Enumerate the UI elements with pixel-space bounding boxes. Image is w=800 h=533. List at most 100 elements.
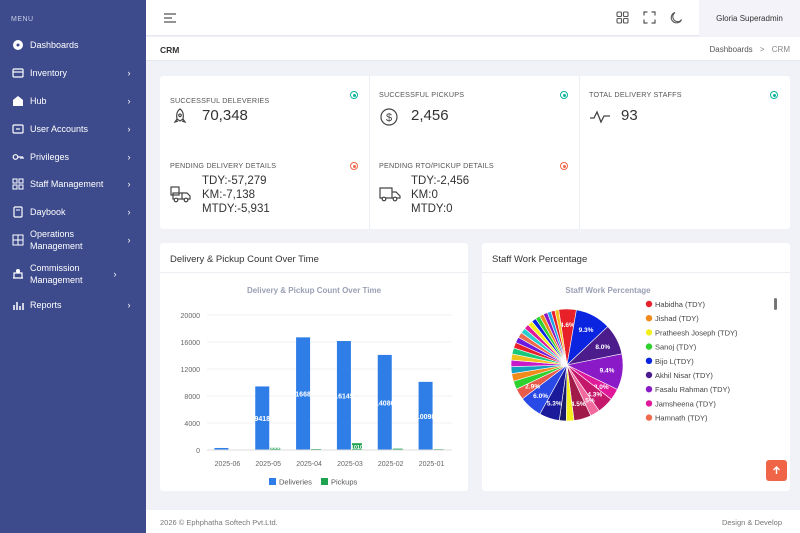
deliveries-bar[interactable] [214,447,229,450]
pie-slice-label: 4.6% [560,322,575,329]
successful-pickups-value: 2,456 [411,107,449,124]
commission-icon [12,268,24,280]
legend-label[interactable]: Jamsheena (TDY) [655,399,716,408]
x-tick-label: 2025-06 [215,461,241,468]
truck-icon [379,187,401,202]
delivery-truck-boxes-icon [170,186,191,203]
sidebar-item-hub[interactable]: Hub › [0,88,146,114]
svg-text:$: $ [386,112,392,124]
dark-mode-moon-icon[interactable] [670,11,683,24]
chevron-right-icon: › [127,207,131,217]
staff-work-card-title: Staff Work Percentage [482,243,790,273]
dollar-coin-icon: $ [380,108,398,126]
bar-data-label: 16145 [334,394,354,401]
key-icon [12,151,24,163]
chart-title: Staff Work Percentage [565,286,651,295]
sidebar-item-label: Daybook [30,207,66,217]
pickups-bar[interactable] [351,443,362,450]
pending-rto-tdy: TDY:-2,456 [411,175,470,187]
status-alert-icon [350,162,358,170]
user-accounts-icon [12,123,24,135]
legend-label[interactable]: Habidha (TDY) [655,300,706,309]
footer-copyright: 2026 © Ephphatha Softech Pvt.Ltd. [160,518,278,527]
apps-grid-icon[interactable] [616,11,629,24]
legend-label[interactable]: Hamnath (TDY) [655,414,708,423]
pending-delivery-km: KM:-7,138 [202,189,256,201]
breadcrumb-separator: > [759,45,765,54]
legend-label[interactable]: Fasalu Rahman (TDY) [655,385,731,394]
pickups-bar[interactable] [270,447,281,450]
chevron-right-icon: › [127,235,131,245]
sidebar-item-label: Operations Management [30,229,83,251]
deliveries-bar[interactable] [255,386,270,450]
sidebar-item-commission-management[interactable]: Commission Management › [0,259,146,289]
sidebar-item-privileges[interactable]: Privileges › [0,144,146,170]
y-tick-label: 12000 [181,367,201,374]
sidebar-item-operations-management[interactable]: Operations Management › [0,227,146,253]
legend-label[interactable]: Bijo L(TDY) [655,357,694,366]
hamburger-menu-icon[interactable] [164,12,176,24]
pie-slice-label: 3.0% [594,384,609,391]
x-tick-label: 2025-05 [255,461,281,468]
deliveries-bar[interactable] [418,381,433,450]
user-profile-button[interactable]: Gloria Superadmin [699,0,800,36]
pie-slice-label: 9.4% [600,368,615,375]
pulse-activity-icon [590,110,610,124]
pie-slice-label: 5.3% [547,401,562,408]
legend-label[interactable]: Sanoj (TDY) [655,343,697,352]
deliveries-bar[interactable] [377,354,392,450]
total-delivery-staffs-label: TOTAL DELIVERY STAFFS [589,90,682,99]
page-header: CRM Dashboards > CRM [146,37,800,61]
stats-card: SUCCESSFUL DELEVERIES 70,348 SUCCESSFUL … [160,76,790,229]
legend-label[interactable]: Pratheesh Joseph (TDY) [655,328,738,337]
legend-swatch [645,315,653,322]
pending-rto-label: PENDING RTO/PICKUP DETAILS [379,161,494,170]
legend-scrollbar[interactable] [774,298,777,310]
status-alert-icon [560,162,568,170]
legend-swatch [645,414,653,421]
deliveries-bar[interactable] [336,341,351,450]
menu-title: MENU [11,16,34,23]
legend-label[interactable]: Akhil Nisar (TDY) [655,371,713,380]
y-tick-label: 4000 [184,421,200,428]
successful-deliveries-label: SUCCESSFUL DELEVERIES [170,96,270,105]
scroll-to-top-button[interactable] [766,460,787,481]
sidebar-item-staff-management[interactable]: Staff Management › [0,171,146,197]
x-tick-label: 2025-03 [337,461,363,468]
footer-design-develop: Design & Develop [721,518,782,527]
deliveries-bar[interactable] [296,337,311,450]
pickups-bar[interactable] [392,448,403,450]
footer: 2026 © Ephphatha Softech Pvt.Ltd. Design… [146,510,800,533]
legend-swatch [321,478,328,485]
pie-slice[interactable] [554,309,568,366]
sidebar-item-daybook[interactable]: Daybook › [0,199,146,225]
x-tick-label: 2025-01 [419,461,445,468]
sidebar: MENU Dashboards Inventory › Hub › User Accoun… [0,0,146,533]
bar-data-label: 331 [271,445,280,451]
legend-swatch [645,329,653,336]
pie-slice-label: 8.0% [595,344,610,351]
pie-slice-label: 4.3% [587,392,602,399]
y-tick-label: 20000 [181,313,201,320]
topbar: Gloria Superadmin [146,0,800,36]
legend-label[interactable]: Deliveries [279,478,312,487]
sidebar-item-inventory[interactable]: Inventory › [0,60,146,86]
legend-label[interactable]: Pickups [331,478,358,487]
sidebar-item-label: Inventory [30,68,68,78]
rocket-icon [173,108,187,124]
pickups-bar[interactable] [311,448,322,450]
chevron-right-icon: › [127,179,131,189]
sidebar-item-user-accounts[interactable]: User Accounts › [0,116,146,142]
sidebar-item-label: User Accounts [30,124,89,134]
fullscreen-icon[interactable] [643,11,656,24]
chevron-right-icon: › [127,152,131,162]
pie-slice-label: 2.9% [525,383,540,390]
sidebar-item-reports[interactable]: Reports › [0,292,146,318]
breadcrumb-root-link[interactable]: Dashboards [709,45,753,54]
x-tick-label: 2025-02 [378,461,404,468]
legend-label[interactable]: Jishad (TDY) [655,314,699,323]
sidebar-item-dashboards[interactable]: Dashboards [0,32,146,58]
pending-delivery-tdy: TDY:-57,279 [202,175,267,187]
legend-swatch [645,371,653,379]
hub-icon [12,95,24,107]
